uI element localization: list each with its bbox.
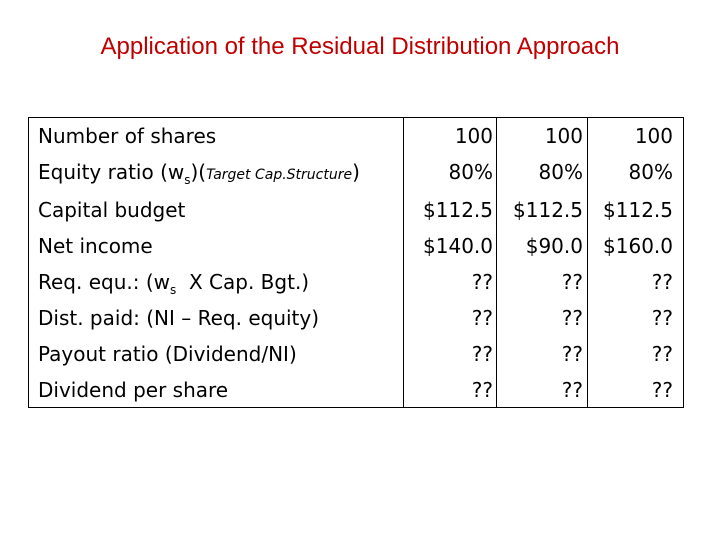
table-row-distribution-paid: Dist. paid: (NI – Req. equity) ?? ?? ?? [29,300,683,336]
row-label: Equity ratio (ws)(Target Cap.Structure) [38,154,360,193]
residual-distribution-table: Number of shares 100 100 100 Equity rati… [28,117,684,408]
table-row-payout-ratio: Payout ratio (Dividend/NI) ?? ?? ?? [29,336,683,372]
label-text: X Cap. Bgt.) [176,270,310,294]
cell-value: ?? [471,378,493,402]
cell-value: $112.5 [603,198,673,222]
cell-value: $160.0 [603,234,673,258]
label-text: ) [352,160,360,184]
subscript: s [170,283,177,297]
cell-value: ?? [651,342,673,366]
cell-value: ?? [471,306,493,330]
table-row-number-of-shares: Number of shares 100 100 100 [29,118,683,154]
label-small-text: Target Cap.Structure [206,167,353,183]
label-text: Equity ratio (w [38,160,185,184]
cell-value: 100 [454,124,493,148]
cell-value: 80% [628,160,673,184]
table-row-required-equity: Req. equ.: (ws X Cap. Bgt.) ?? ?? ?? [29,264,683,300]
label-text: Req. equ.: (w [38,270,171,294]
row-label: Dist. paid: (NI – Req. equity) [38,306,320,330]
cell-value: ?? [651,378,673,402]
cell-value: $112.5 [423,198,493,222]
row-label: Req. equ.: (ws X Cap. Bgt.) [38,264,309,303]
cell-value: 100 [634,124,673,148]
row-label: Dividend per share [38,378,229,402]
cell-value: $90.0 [525,234,583,258]
column-divider-2 [496,118,497,407]
cell-value: ?? [651,306,673,330]
cell-value: $140.0 [423,234,493,258]
table-row-dividend-per-share: Dividend per share ?? ?? ?? [29,372,683,408]
cell-value: ?? [651,270,673,294]
cell-value: ?? [561,378,583,402]
table-row-equity-ratio: Equity ratio (ws)(Target Cap.Structure) … [29,154,683,190]
cell-value: 100 [544,124,583,148]
cell-value: ?? [561,306,583,330]
cell-value: $112.5 [513,198,583,222]
row-label: Payout ratio (Dividend/NI) [38,342,297,366]
table-row-capital-budget: Capital budget $112.5 $112.5 $112.5 [29,192,683,228]
cell-value: 80% [538,160,583,184]
table-row-net-income: Net income $140.0 $90.0 $160.0 [29,228,683,264]
column-divider-1 [403,118,404,407]
cell-value: ?? [561,270,583,294]
cell-value: ?? [471,270,493,294]
cell-value: ?? [471,342,493,366]
row-label: Net income [38,234,153,258]
row-label: Capital budget [38,198,186,222]
cell-value: 80% [448,160,493,184]
subscript: s [184,173,191,187]
slide-title: Application of the Residual Distribution… [100,33,620,60]
label-text: )( [190,160,207,184]
column-divider-3 [587,118,588,407]
row-label: Number of shares [38,124,217,148]
cell-value: ?? [561,342,583,366]
